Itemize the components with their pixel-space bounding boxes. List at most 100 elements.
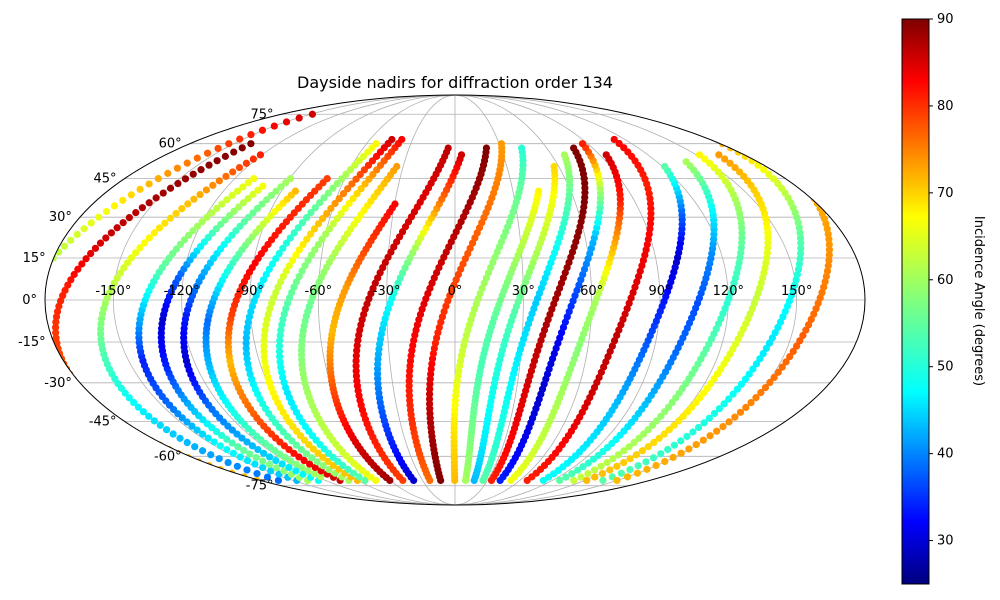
nadir-point	[766, 378, 774, 387]
nadir-point	[765, 170, 773, 178]
nadir-point	[660, 430, 668, 438]
nadir-point	[337, 209, 345, 218]
orbit-track	[275, 135, 406, 485]
orbit-track	[260, 135, 396, 485]
nadir-point	[223, 435, 231, 443]
nadir-point	[23, 350, 30, 357]
nadir-point	[125, 214, 133, 222]
nadir-point	[242, 344, 250, 352]
nadir-point	[606, 466, 614, 474]
nadir-point	[357, 185, 365, 193]
nadir-point	[52, 318, 60, 326]
nadir-point	[91, 244, 100, 252]
nadir-point	[217, 220, 225, 228]
nadir-point	[319, 453, 327, 461]
nadir-point	[189, 227, 197, 235]
nadir-point	[314, 220, 323, 228]
nadir-point	[349, 194, 357, 203]
nadir-point	[172, 209, 180, 218]
nadir-point	[127, 191, 135, 199]
nadir-point	[19, 314, 26, 321]
nadir-point	[272, 464, 281, 472]
nadir-point	[583, 476, 591, 485]
nadir-point	[204, 434, 212, 442]
nadir-point	[295, 453, 303, 461]
nadir-point	[306, 230, 315, 238]
nadir-point	[102, 207, 111, 216]
nadir-point	[598, 469, 607, 478]
nadir-point	[132, 209, 140, 217]
orbit-track	[373, 151, 466, 485]
nadir-point	[719, 422, 727, 431]
nadir-point	[64, 281, 72, 289]
nadir-point	[644, 443, 652, 451]
nadir-point	[731, 163, 739, 172]
nadir-point	[235, 163, 244, 172]
nadir-point	[694, 423, 703, 432]
nadir-point	[155, 224, 164, 232]
nadir-point	[267, 191, 275, 200]
nadir-point	[288, 437, 296, 445]
latitude-tick-label: 30°	[49, 210, 72, 225]
nadir-point	[229, 449, 237, 457]
orbit-track	[470, 162, 559, 485]
nadir-point	[295, 272, 303, 281]
nadir-point	[305, 460, 314, 468]
nadir-point	[286, 457, 295, 465]
nadir-point	[29, 284, 36, 291]
nadir-point	[243, 456, 252, 465]
orbit-track	[326, 200, 399, 485]
nadir-point	[249, 155, 257, 163]
nadir-point	[277, 326, 285, 334]
nadir-point	[243, 466, 251, 474]
nadir-point	[825, 251, 833, 259]
nadir-point	[579, 463, 587, 471]
nadir-point	[320, 194, 328, 202]
nadir-point	[295, 114, 303, 122]
nadir-point	[275, 249, 283, 258]
nadir-point	[282, 118, 291, 126]
nadir-point	[97, 330, 105, 338]
nadir-point	[729, 390, 737, 398]
orbit-track	[51, 140, 261, 485]
nadir-point	[205, 161, 213, 169]
nadir-point	[721, 155, 729, 163]
nadir-point	[265, 265, 273, 273]
nadir-point	[650, 438, 658, 447]
nadir-point	[292, 278, 301, 286]
nadir-point	[632, 451, 641, 459]
nadir-point	[796, 255, 804, 263]
latitude-tick-label: 75°	[250, 107, 273, 122]
nadir-point	[267, 467, 275, 475]
nadir-point	[590, 466, 599, 474]
nadir-point	[32, 278, 39, 285]
nadir-point	[262, 321, 270, 329]
nadir-point	[71, 407, 79, 415]
nadir-point	[352, 367, 360, 375]
nadir-point	[597, 462, 605, 470]
nadir-point	[613, 462, 621, 470]
nadir-point	[706, 159, 714, 167]
nadir-point	[275, 347, 284, 355]
nadir-point	[344, 465, 352, 473]
nadir-point	[345, 199, 353, 208]
nadir-point	[124, 438, 133, 446]
nadir-point	[210, 438, 218, 446]
nadir-point	[327, 204, 335, 213]
nadir-point	[145, 180, 153, 188]
nadir-point	[643, 465, 651, 473]
orbit-track	[599, 140, 805, 485]
nadir-point	[665, 426, 673, 434]
nadir-point	[159, 189, 167, 197]
longitude-tick-label: -150°	[95, 284, 131, 299]
nadir-point	[183, 438, 191, 447]
nadir-point	[224, 458, 232, 467]
nadir-point	[316, 199, 324, 207]
nadir-point	[239, 183, 247, 191]
nadir-point	[213, 204, 221, 213]
nadir-point	[644, 426, 652, 434]
nadir-point	[574, 466, 582, 474]
nadir-point	[227, 474, 235, 482]
nadir-point	[735, 168, 744, 176]
nadir-point	[207, 451, 215, 459]
